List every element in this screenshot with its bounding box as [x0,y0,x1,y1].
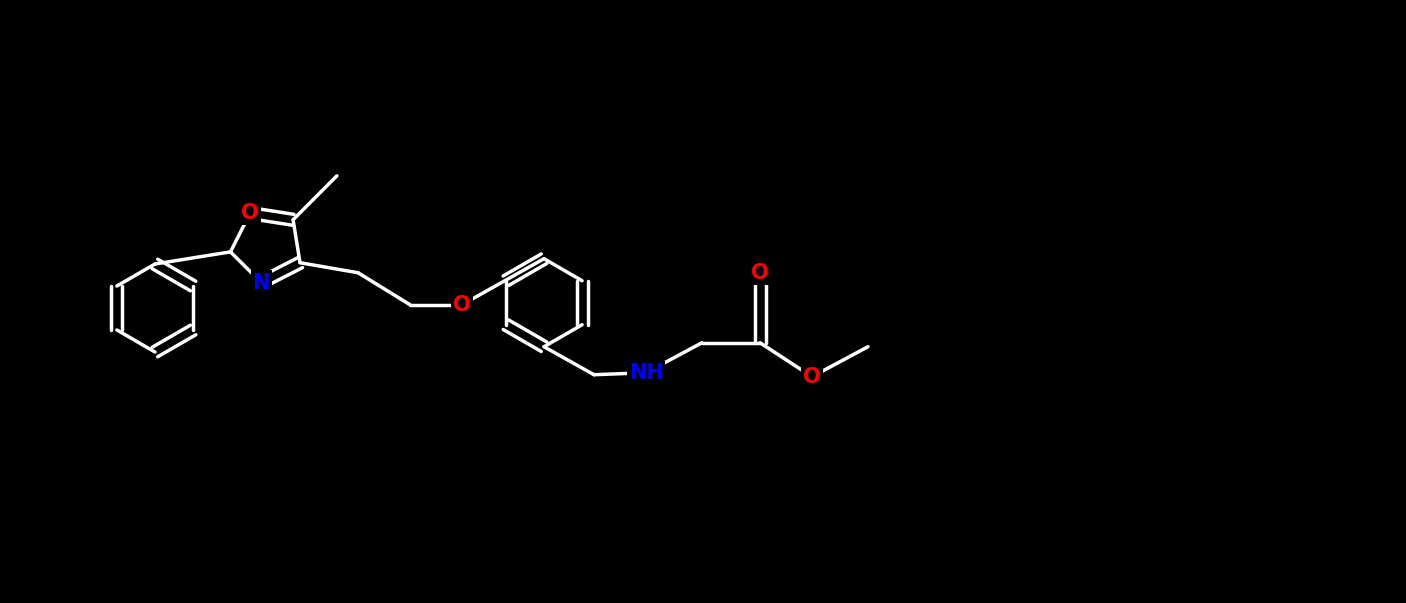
Text: O: O [453,295,471,315]
Text: N: N [253,273,270,292]
Text: O: O [803,367,821,387]
Text: NH: NH [628,363,664,383]
Text: O: O [242,203,259,223]
Text: O: O [751,263,769,283]
